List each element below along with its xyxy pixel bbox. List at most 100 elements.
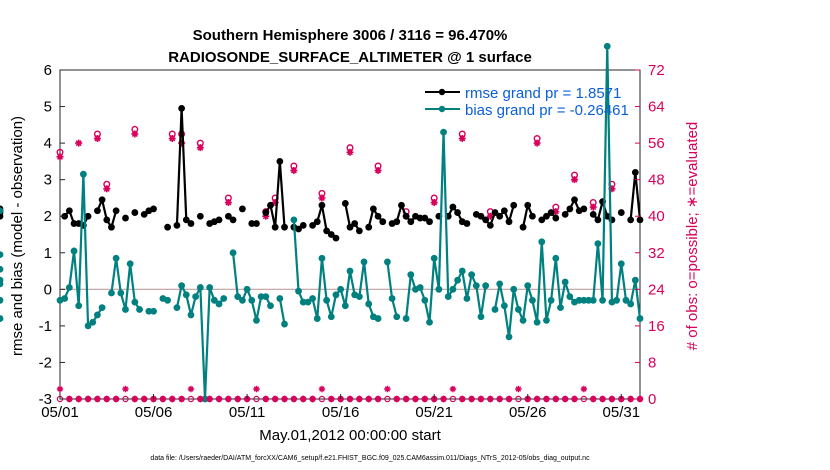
rmse-point <box>477 212 485 220</box>
bottom-evaluated-point <box>169 395 176 403</box>
bias-point <box>290 216 298 224</box>
rmse-point <box>617 209 625 216</box>
y-right-tick-label: 72 <box>648 62 665 79</box>
y-right-tick-label: 64 <box>648 99 665 116</box>
bias-point <box>281 320 288 328</box>
bias-line <box>278 298 286 325</box>
bottom-evaluated-point <box>365 395 372 403</box>
rmse-point <box>224 212 232 220</box>
bias-point <box>61 295 69 302</box>
bottom-evaluated-point <box>159 395 167 403</box>
bias-point <box>384 258 391 266</box>
bias-point <box>309 295 316 302</box>
bias-line <box>405 132 487 323</box>
bottom-evaluated-point <box>187 385 195 393</box>
rmse-point <box>108 223 115 231</box>
bias-point <box>0 315 4 322</box>
plot-area <box>59 69 641 400</box>
bias-point <box>253 317 260 324</box>
bias-point <box>84 322 92 330</box>
bottom-evaluated-point <box>515 385 522 393</box>
rmse-point <box>196 212 204 220</box>
bottom-possible-point <box>187 395 195 403</box>
rmse-point <box>164 223 171 231</box>
evaluated-obs-point <box>589 203 597 211</box>
bias-point <box>0 280 4 288</box>
rmse-point <box>547 209 555 216</box>
x-tick-label: 05/11 <box>229 404 265 421</box>
y-right-tick-label: 32 <box>648 245 665 262</box>
y-left-tick-label: 6 <box>44 62 52 79</box>
evaluated-obs-point <box>224 199 232 207</box>
legend-rmse-label: rmse grand pr = 1.8571 <box>465 85 621 102</box>
evaluated-obs-point <box>318 194 326 202</box>
bias-point <box>108 289 115 297</box>
rmse-point <box>229 216 237 224</box>
rmse-point <box>421 214 429 222</box>
bias-point <box>337 285 345 293</box>
data-file-note: data file: /Users/raeder/DAI/ATM_forcXX/… <box>150 455 590 462</box>
bias-point <box>468 271 476 279</box>
bottom-evaluated-point <box>477 395 485 403</box>
bottom-evaluated-point <box>627 395 634 403</box>
bias-point <box>627 300 635 308</box>
bias-point <box>304 298 312 306</box>
bottom-evaluated-point <box>225 395 232 403</box>
bottom-evaluated-point <box>459 395 466 403</box>
y-left-tick-label: -1 <box>39 318 52 335</box>
bias-point <box>112 254 120 262</box>
bottom-evaluated-point <box>309 395 316 403</box>
rmse-point <box>603 212 611 220</box>
bias-point <box>538 238 546 246</box>
x-tick-label: 05/06 <box>135 404 173 421</box>
bottom-evaluated-point <box>505 395 513 403</box>
rmse-point <box>426 218 433 226</box>
rmse-point <box>150 205 157 213</box>
y-right-tick-label: 16 <box>648 318 665 335</box>
bias-point <box>257 293 265 301</box>
bias-point <box>636 315 644 322</box>
evaluated-obs-point <box>103 185 111 193</box>
evaluated-obs-point <box>533 139 541 147</box>
bias-point <box>136 306 143 313</box>
bias-point <box>543 317 550 324</box>
bias-point <box>187 311 195 319</box>
bias-point <box>182 291 190 299</box>
evaluated-obs-point <box>346 148 354 156</box>
legend-bias-marker <box>438 105 446 113</box>
bias-point <box>192 293 200 301</box>
rmse-point <box>580 205 588 213</box>
y-right-tick-label: 48 <box>648 172 665 189</box>
rmse-point <box>407 218 415 226</box>
rmse-point <box>416 214 424 222</box>
evaluated-obs-point <box>486 212 494 220</box>
bias-point <box>496 280 504 288</box>
bottom-evaluated-point <box>271 395 279 403</box>
rmse-point <box>519 223 527 231</box>
evaluated-obs-point <box>178 139 186 147</box>
bottom-evaluated-point <box>206 395 213 403</box>
evaluated-obs-point <box>271 199 279 207</box>
bias-point <box>318 254 326 262</box>
y-left-tick-label: -2 <box>39 354 52 371</box>
chart-title: Southern Hemisphere 3006 / 3116 = 96.470… <box>193 27 508 44</box>
rmse-point <box>94 207 101 215</box>
rmse-series <box>0 104 644 242</box>
x-tick-label: 05/26 <box>509 404 547 421</box>
evaluated-obs-point <box>75 139 83 147</box>
bottom-count-markers <box>56 385 644 403</box>
rmse-point <box>561 210 569 218</box>
rmse-point <box>131 209 139 216</box>
rmse-point <box>309 221 316 229</box>
bias-point <box>482 282 490 290</box>
bias-point <box>421 296 429 304</box>
evaluated-obs-point <box>262 212 270 220</box>
bottom-evaluated-point <box>590 395 597 403</box>
bias-point <box>458 267 466 275</box>
bias-point <box>533 318 541 326</box>
bottom-evaluated-point <box>56 385 64 393</box>
y-right-tick-label: 8 <box>648 354 656 371</box>
x-tick-label: 05/31 <box>603 404 641 421</box>
bias-point <box>355 293 363 301</box>
rmse-point <box>524 201 532 209</box>
